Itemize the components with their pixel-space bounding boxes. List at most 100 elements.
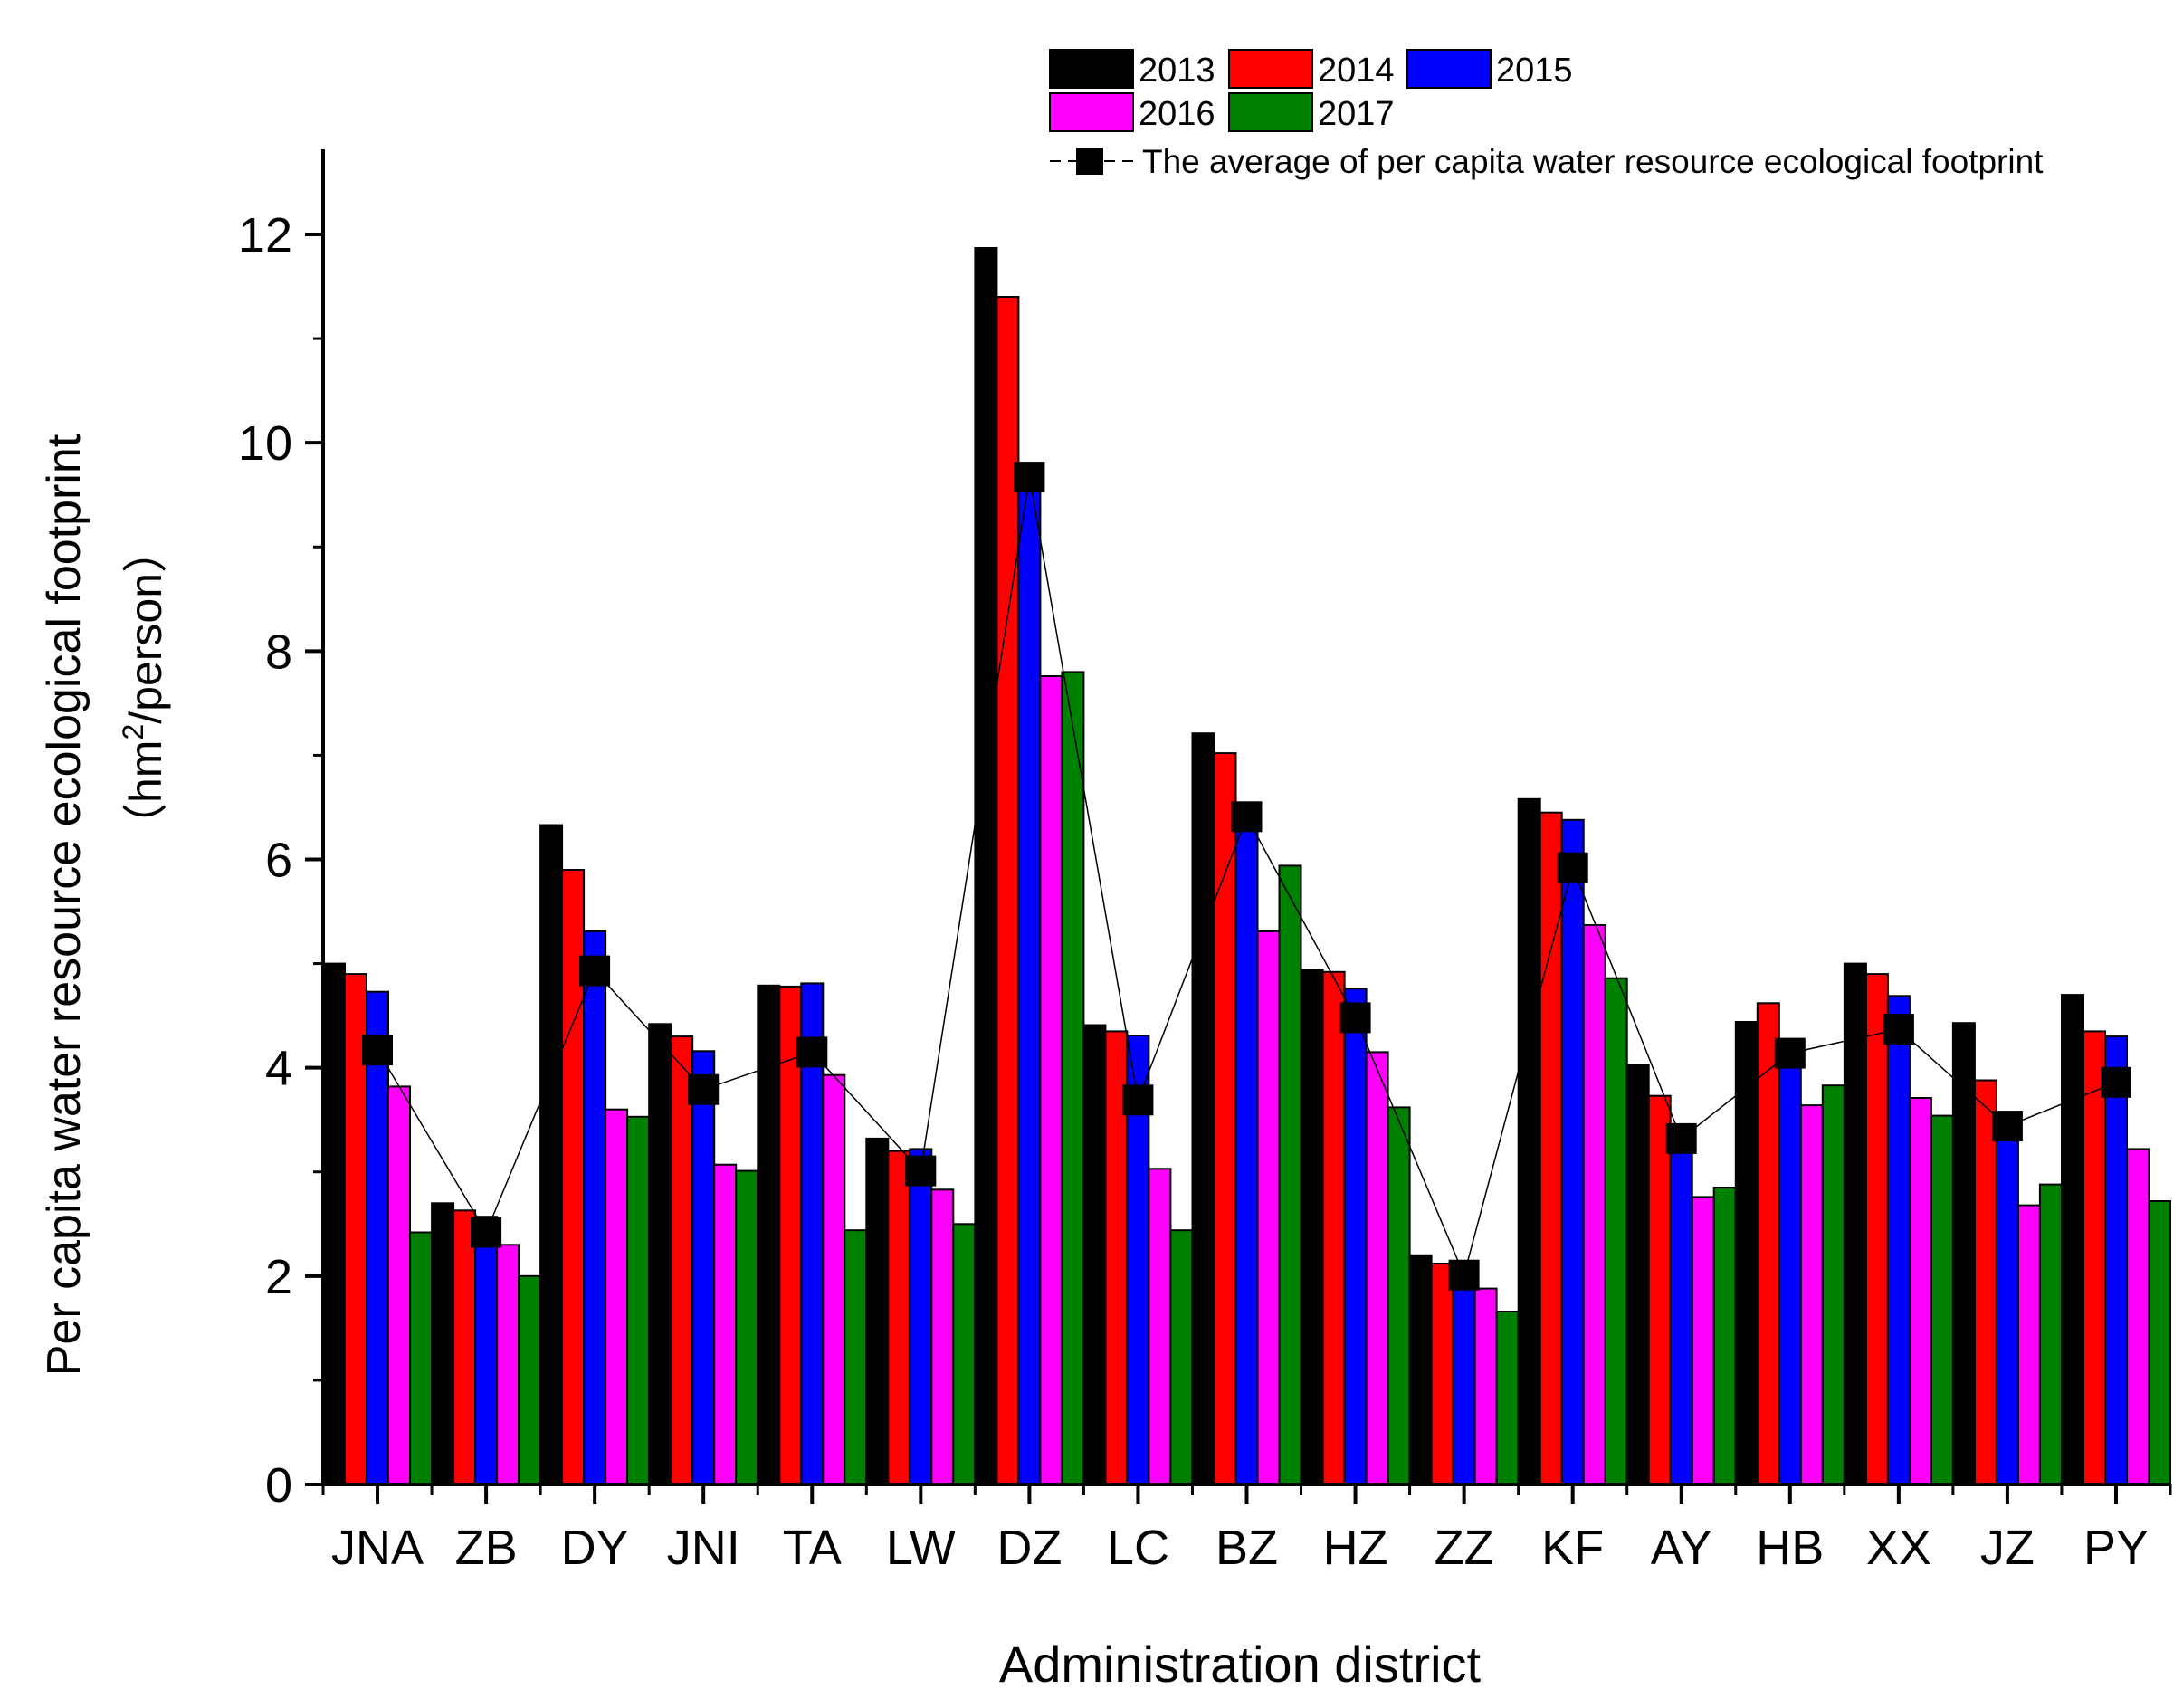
y-tick-label-4: 4 [265, 1042, 292, 1096]
average-marker-bz [1231, 801, 1263, 833]
bar-xx-2017 [1930, 1114, 1954, 1485]
bar-py-2017 [2148, 1200, 2171, 1485]
bar-xx-2014 [1864, 973, 1889, 1485]
average-marker-zb [471, 1217, 502, 1248]
bar-lw-2017 [952, 1223, 977, 1486]
y-axis-unit-superscript: 2 [117, 724, 149, 740]
bar-jz-2016 [2016, 1204, 2041, 1485]
legend: 2013 2014 2015 2016 2017 The average of per c… [1049, 49, 2044, 180]
x-tick-label-py: PY [2083, 1521, 2149, 1575]
bar-lw-2016 [930, 1188, 955, 1486]
bar-bz-2016 [1256, 930, 1281, 1485]
bar-jz-2015 [1995, 1124, 2019, 1485]
bar-dy-2013 [539, 824, 564, 1485]
bar-hz-2013 [1300, 969, 1324, 1485]
y-axis-label: Per capita water resource ecological foo… [38, 434, 91, 1376]
x-tick-label-jna: JNA [331, 1521, 424, 1575]
bar-hz-2017 [1387, 1106, 1411, 1486]
legend-swatch-2017 [1228, 92, 1313, 132]
legend-swatch-2016 [1049, 92, 1134, 132]
average-marker-jz [1991, 1111, 2023, 1142]
legend-swatch-2013 [1049, 49, 1134, 89]
bar-zz-2017 [1495, 1311, 1520, 1485]
bar-zz-2015 [1452, 1280, 1476, 1485]
x-tick-label-lw: LW [886, 1521, 956, 1575]
bar-dy-2016 [605, 1108, 629, 1485]
bar-ay-2017 [1712, 1187, 1737, 1485]
bar-ay-2015 [1669, 1131, 1693, 1485]
bar-bz-2015 [1234, 818, 1259, 1485]
bar-bz-2014 [1213, 752, 1237, 1485]
x-tick-label-jz: JZ [1980, 1521, 2035, 1575]
average-marker-zz [1448, 1259, 1480, 1291]
x-tick-label-xx: XX [1866, 1521, 1931, 1575]
axes: 0 2 4 6 8 10 12 JNA ZB DY JNI TA LW DZ LC BZ HZ ZZ KF AY HB X… [238, 149, 2172, 1575]
x-tick-label-ta: TA [783, 1521, 842, 1575]
bar-lw-2014 [887, 1150, 911, 1485]
average-marker-hz [1339, 1002, 1371, 1034]
bar-lc-2013 [1082, 1024, 1107, 1485]
average-marker-dz [1014, 462, 1045, 493]
bar-xx-2015 [1886, 995, 1911, 1486]
bar-jz-2013 [1951, 1022, 1976, 1485]
bar-hb-2015 [1778, 1045, 1802, 1485]
average-marker-dy [579, 955, 611, 987]
bar-hb-2013 [1734, 1021, 1759, 1485]
bar-py-2014 [2083, 1030, 2106, 1486]
bar-kf-2016 [1582, 924, 1606, 1485]
bar-hb-2017 [1821, 1084, 1845, 1485]
bar-dy-2015 [583, 930, 607, 1485]
bar-jni-2016 [713, 1163, 738, 1485]
average-marker-hb [1774, 1037, 1806, 1069]
bar-hb-2014 [1756, 1002, 1780, 1486]
bar-zb-2013 [431, 1202, 455, 1486]
bar-jna-2016 [387, 1085, 411, 1486]
bar-jna-2017 [409, 1231, 433, 1485]
bar-group [322, 247, 2171, 1486]
average-marker-ay [1665, 1122, 1697, 1154]
y-tick-label-2: 2 [265, 1250, 292, 1304]
x-tick-label-kf: KF [1541, 1521, 1604, 1575]
legend-swatch-2015 [1406, 49, 1492, 89]
average-marker-jna [362, 1035, 393, 1066]
average-line-group [362, 462, 2131, 1291]
legend-label-2013: 2013 [1139, 52, 1215, 90]
bar-py-2016 [2126, 1148, 2150, 1486]
average-marker-xx [1883, 1014, 1914, 1045]
bar-jni-2013 [648, 1023, 672, 1486]
y-axis-unit-prefix: （hm [120, 740, 171, 848]
x-tick-label-dz: DZ [996, 1521, 1062, 1575]
bar-dz-2014 [996, 296, 1020, 1485]
bar-hz-2016 [1365, 1051, 1389, 1486]
bar-py-2015 [2104, 1035, 2128, 1485]
bar-hz-2015 [1343, 988, 1368, 1485]
bar-zz-2013 [1408, 1254, 1433, 1486]
bar-dz-2015 [1017, 466, 1042, 1485]
x-tick-label-lc: LC [1107, 1521, 1169, 1575]
bar-zz-2016 [1473, 1287, 1498, 1485]
bar-zb-2014 [453, 1209, 477, 1486]
y-axis-unit-suffix: /person） [120, 528, 171, 724]
bar-ta-2013 [757, 984, 781, 1486]
bar-ta-2016 [822, 1073, 846, 1485]
average-marker-py [2101, 1066, 2131, 1098]
x-axis-label: Administration district [999, 1636, 1482, 1693]
y-tick-label-8: 8 [265, 625, 292, 679]
bar-lw-2013 [865, 1137, 890, 1486]
bar-jna-2015 [366, 990, 389, 1485]
bar-dz-2017 [1061, 671, 1085, 1485]
legend-average-marker [1076, 148, 1103, 175]
y-tick-label-6: 6 [265, 834, 292, 888]
average-marker-jni [688, 1073, 720, 1105]
bar-jz-2017 [2038, 1183, 2063, 1485]
legend-label-2016: 2016 [1139, 95, 1215, 133]
bar-lw-2015 [909, 1148, 933, 1486]
bar-ay-2014 [1647, 1094, 1672, 1485]
x-tick-label-zz: ZZ [1435, 1521, 1494, 1575]
bar-zb-2017 [518, 1274, 542, 1486]
bar-zb-2015 [474, 1216, 499, 1485]
bar-py-2013 [2061, 994, 2084, 1485]
x-tick-label-dy: DY [561, 1521, 629, 1575]
bar-kf-2017 [1604, 977, 1628, 1485]
